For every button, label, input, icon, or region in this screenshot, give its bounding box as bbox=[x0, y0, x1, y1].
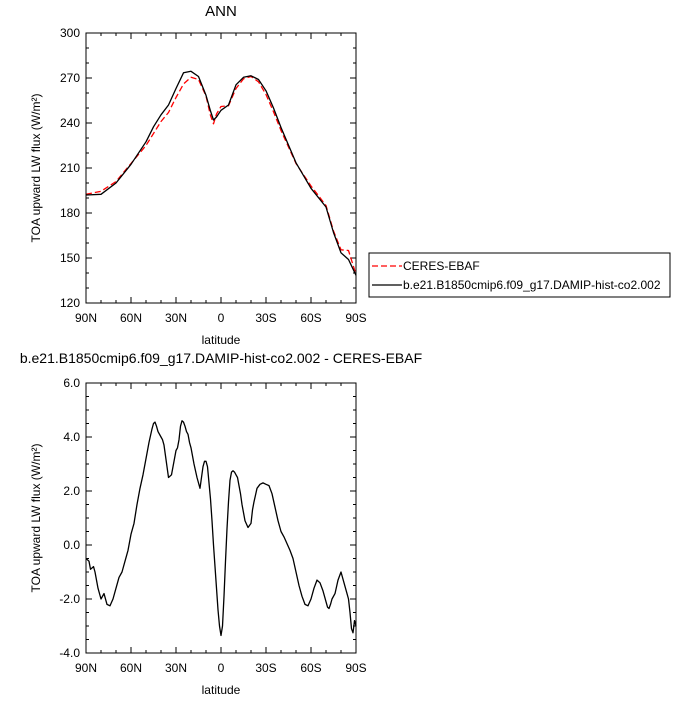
b-e21-b1850cmip6-f09-g17-damip-hist-co2-002-series-line bbox=[85, 70, 357, 276]
x-tick-label: 30N bbox=[165, 661, 187, 675]
y-tick-label: 2.0 bbox=[63, 484, 80, 498]
ceres-ebaf-series-line bbox=[85, 75, 357, 275]
top-chart-frame bbox=[85, 32, 357, 304]
top-chart-ticks: 120 150 180 210 240 270 300 90N 60N 30N 0 30S 60S 90S bbox=[60, 26, 367, 325]
y-tick-label: 210 bbox=[60, 161, 80, 175]
bottom-chart-y-axis-label: TOA upward LW flux (W/m²) bbox=[29, 444, 43, 593]
bottom-chart-frame bbox=[85, 382, 357, 654]
x-tick-label: 0 bbox=[218, 661, 225, 675]
x-tick-label: 90S bbox=[345, 661, 366, 675]
x-tick-label: 90N bbox=[75, 311, 97, 325]
bottom-chart-x-axis-label: latitude bbox=[202, 683, 241, 697]
difference-series-line bbox=[85, 420, 357, 637]
legend-label-ceres: CERES-EBAF bbox=[403, 259, 480, 273]
x-tick-label: 90S bbox=[345, 311, 366, 325]
y-tick-label: 300 bbox=[60, 26, 80, 40]
y-tick-label: 270 bbox=[60, 71, 80, 85]
y-tick-label: 240 bbox=[60, 116, 80, 130]
top-chart-y-axis-label: TOA upward LW flux (W/m²) bbox=[29, 94, 43, 243]
top-chart-x-axis-label: latitude bbox=[202, 333, 241, 347]
x-tick-label: 30S bbox=[255, 661, 276, 675]
top-chart-lines bbox=[85, 70, 357, 276]
legend-box bbox=[368, 252, 671, 298]
y-tick-label: 180 bbox=[60, 206, 80, 220]
y-tick-label: 0.0 bbox=[63, 538, 80, 552]
y-tick-label: 120 bbox=[60, 296, 80, 310]
x-tick-label: 30N bbox=[165, 311, 187, 325]
y-tick-label: 4.0 bbox=[63, 430, 80, 444]
bottom-chart-lines bbox=[85, 420, 357, 637]
x-tick-label: 90N bbox=[75, 661, 97, 675]
x-tick-label: 60N bbox=[120, 661, 142, 675]
bottom-chart-ticks: -4.0 -2.0 0.0 2.0 4.0 6.0 90N 60N 30N 0 30S 60S 90S bbox=[59, 376, 366, 675]
legend-label-model: b.e21.B1850cmip6.f09_g17.DAMIP-hist-co2.… bbox=[403, 278, 661, 292]
bottom-chart-title: b.e21.B1850cmip6.f09_g17.DAMIP-hist-co2.… bbox=[20, 350, 422, 366]
x-tick-label: 30S bbox=[255, 311, 276, 325]
y-tick-label: -4.0 bbox=[59, 646, 80, 660]
y-tick-label: 6.0 bbox=[63, 376, 80, 390]
y-tick-label: -2.0 bbox=[59, 592, 80, 606]
x-tick-label: 60N bbox=[120, 311, 142, 325]
x-tick-label: 60S bbox=[300, 661, 321, 675]
x-tick-label: 60S bbox=[300, 311, 321, 325]
legend: CERES-EBAF b.e21.B1850cmip6.f09_g17.DAMI… bbox=[368, 252, 671, 298]
y-tick-label: 150 bbox=[60, 251, 80, 265]
x-tick-label: 0 bbox=[218, 311, 225, 325]
top-chart-title: ANN bbox=[205, 3, 237, 20]
